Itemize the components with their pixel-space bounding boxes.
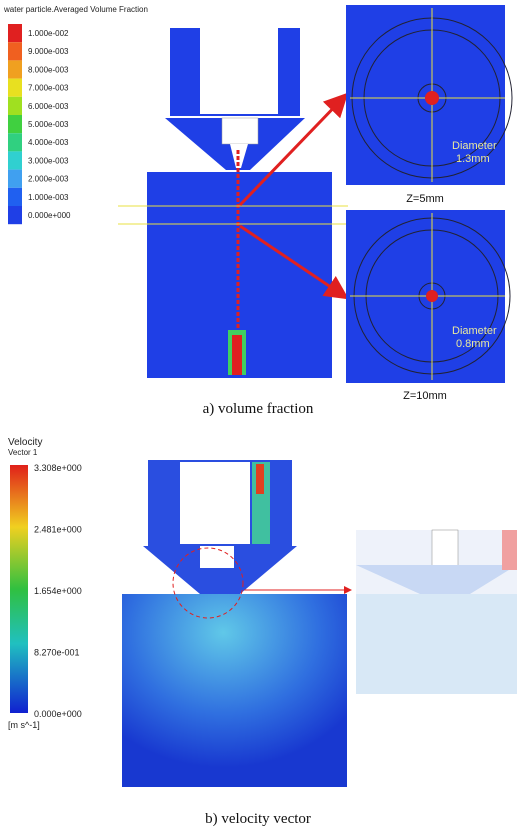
- legend-label: 8.270e-001: [34, 648, 80, 658]
- legend-label: 1.000e-003: [28, 193, 69, 202]
- z-label: Z=5mm: [406, 193, 444, 205]
- color-swatch: [8, 79, 22, 97]
- geometry: [122, 460, 517, 787]
- legend-label: 0.000e+000: [28, 211, 71, 220]
- legend-label: 9.000e-003: [28, 47, 69, 56]
- caption: b) velocity vector: [205, 811, 311, 827]
- legend-label: 1.654e+000: [34, 586, 82, 596]
- color-swatch: [8, 151, 22, 169]
- legend-title: Velocity: [8, 437, 42, 448]
- color-swatch: [8, 170, 22, 188]
- color-swatch: [8, 42, 22, 60]
- diameter-value: 0.8mm: [456, 338, 490, 350]
- color-bar: 1.000e-002 9.000e-003 8.000e-003 7.000e-003…: [8, 24, 71, 224]
- figure: water particle.Averaged Volume Fraction …: [0, 0, 517, 832]
- color-swatch: [8, 60, 22, 78]
- color-swatch: [8, 133, 22, 151]
- diameter-value: 1.3mm: [456, 153, 490, 165]
- caption: a) volume fraction: [203, 401, 314, 417]
- legend-label: 7.000e-003: [28, 84, 69, 93]
- diameter-label: Diameter: [452, 140, 497, 152]
- legend-label: 4.000e-003: [28, 138, 69, 147]
- legend-label: 5.000e-003: [28, 120, 69, 129]
- legend-labels: 3.308e+000 2.481e+000 1.654e+000 8.270e-001…: [34, 463, 82, 719]
- color-swatch: [8, 97, 22, 115]
- legend-subtitle: Vector 1: [8, 448, 38, 457]
- legend-label: 1.000e-002: [28, 29, 69, 38]
- color-bar: [10, 465, 28, 713]
- z-label: Z=10mm: [403, 390, 447, 402]
- legend-label: 0.000e+000: [34, 709, 82, 719]
- legend-label: 3.000e-003: [28, 156, 69, 165]
- diameter-label: Diameter: [452, 325, 497, 337]
- color-swatch: [8, 115, 22, 133]
- legend-label: 6.000e-003: [28, 102, 69, 111]
- legend-label: 8.000e-003: [28, 65, 69, 74]
- legend-label: 3.308e+000: [34, 463, 82, 473]
- color-swatch: [8, 206, 22, 224]
- legend-label: 2.481e+000: [34, 525, 82, 535]
- unit-label: [m s^-1]: [8, 720, 40, 730]
- legend-label: 2.000e-003: [28, 175, 69, 184]
- geometry: [118, 28, 348, 378]
- legend-title: water particle.Averaged Volume Fraction: [3, 5, 148, 14]
- color-swatch: [8, 24, 22, 42]
- color-swatch: [8, 188, 22, 206]
